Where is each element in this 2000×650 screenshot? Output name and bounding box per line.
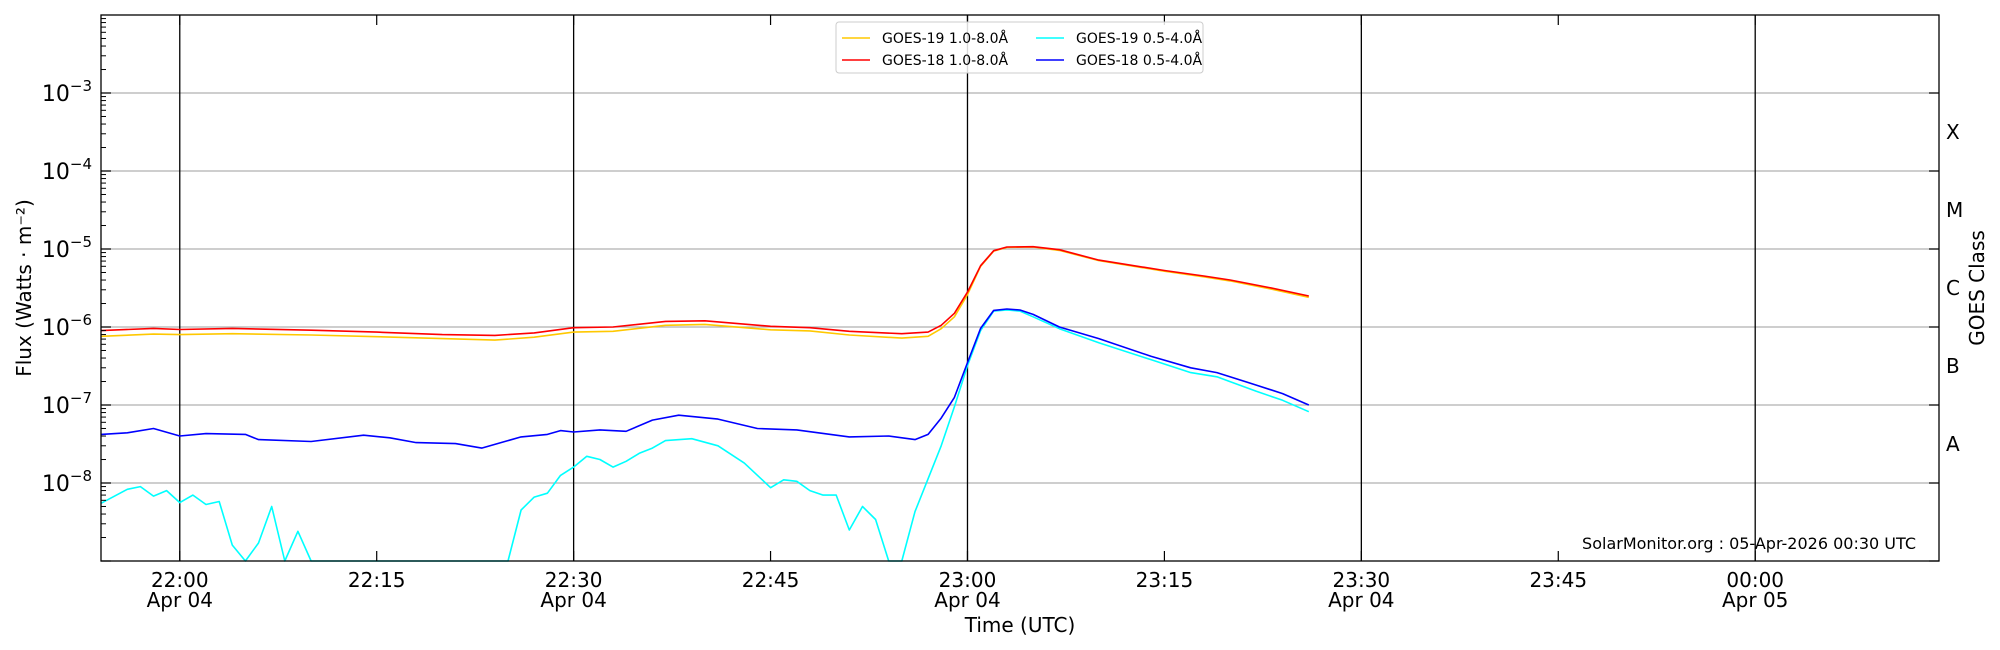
watermark-annotation: SolarMonitor.org : 05-Apr-2026 00:30 UTC: [1582, 534, 1916, 553]
x-tick-label: 00:00: [1726, 568, 1784, 592]
grid: [101, 92, 1939, 484]
x-tick-sublabel: Apr 04: [147, 588, 213, 612]
y-tick-label: 10−7: [42, 389, 92, 419]
series-line-goes-19-0-5-4-0-: [100, 309, 1310, 562]
right-axis-label: GOES Class: [1965, 230, 1989, 346]
legend-box: [835, 21, 1204, 74]
x-tick-sublabel: Apr 04: [540, 588, 606, 612]
y-tick-label: 10−6: [42, 311, 92, 341]
x-tick-label: 23:45: [1529, 568, 1587, 592]
y-tick-label: 10−4: [42, 155, 92, 185]
y-axis-label: Flux (Watts · m⁻²): [12, 199, 36, 377]
series-line-goes-18-1-0-8-0-: [100, 245, 1309, 337]
goes-class-label: A: [1946, 432, 1960, 456]
legend-label: GOES-18 0.5-4.0Å: [1076, 52, 1202, 69]
y-tick-label: 10−5: [42, 233, 92, 263]
day-markers: [179, 15, 1756, 561]
x-tick-label: 22:45: [742, 568, 800, 592]
x-tick-label: 22:30: [545, 568, 603, 592]
x-tick-label: 22:15: [348, 568, 406, 592]
legend: GOES-19 1.0-8.0Å GOES-18 1.0-8.0Å GOES-19 …: [835, 21, 1204, 74]
x-tick-label: 22:00: [151, 568, 209, 592]
plot-frame: [100, 14, 1940, 562]
goes-class-label: X: [1946, 120, 1960, 144]
goes-class-label: M: [1946, 198, 1963, 222]
axis-ticks: [101, 15, 1939, 562]
y-tick-labels: 10−8 10−7 10−6 10−5 10−4 10−3: [42, 77, 92, 497]
x-tick-sublabel: Apr 04: [934, 588, 1000, 612]
legend-label: GOES-19 0.5-4.0Å: [1076, 30, 1202, 47]
goes-class-label: B: [1946, 354, 1960, 378]
series-line-goes-19-1-0-8-0-: [100, 246, 1309, 341]
x-tick-label: 23:15: [1136, 568, 1194, 592]
goes-class-label: C: [1946, 276, 1960, 300]
x-tick-sublabel: Apr 05: [1722, 588, 1788, 612]
x-axis-label: Time (UTC): [964, 613, 1076, 637]
series-line-goes-18-0-5-4-0-: [100, 308, 1310, 449]
legend-label: GOES-19 1.0-8.0Å: [882, 30, 1008, 47]
x-tick-label: 23:00: [939, 568, 997, 592]
x-tick-label: 23:30: [1333, 568, 1391, 592]
x-tick-sublabel: Apr 04: [1328, 588, 1394, 612]
series-lines: [100, 245, 1310, 562]
y-tick-label: 10−3: [42, 77, 92, 107]
legend-label: GOES-18 1.0-8.0Å: [882, 52, 1008, 69]
y-tick-label: 10−8: [42, 467, 92, 497]
goes-class-labels: A B C M X: [1946, 120, 1963, 456]
